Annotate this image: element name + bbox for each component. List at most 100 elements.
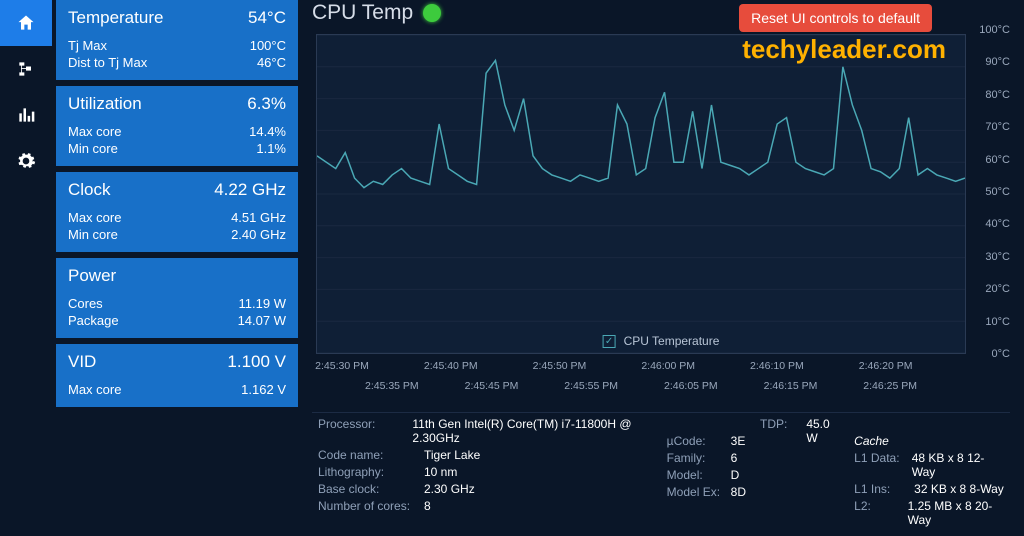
nav-chart[interactable]	[0, 92, 52, 138]
info-label: Model Ex:	[667, 485, 731, 499]
info-label: Family:	[667, 451, 731, 465]
card-title: Utilization	[68, 94, 142, 114]
info-label: L1 Data:	[854, 451, 912, 479]
info-value: 8	[424, 499, 431, 513]
info-label: Processor:	[318, 417, 412, 445]
reset-tooltip: Reset UI controls to default	[739, 4, 932, 32]
info-value: 6	[731, 451, 738, 465]
row-value: 14.4%	[249, 124, 286, 139]
info-row: Processor:11th Gen Intel(R) Core(TM) i7-…	[318, 417, 653, 445]
info-value: 48 KB x 8 12-Way	[912, 451, 1004, 479]
row-value: 1.1%	[256, 141, 286, 156]
y-tick-label: 20°C	[985, 283, 1010, 295]
row-label: Tj Max	[68, 38, 107, 53]
x-tick-label: 2:46:00 PM	[641, 360, 695, 372]
x-tick-label: 2:45:55 PM	[564, 380, 618, 392]
x-tick-label: 2:45:50 PM	[533, 360, 587, 372]
x-tick-label: 2:45:45 PM	[465, 380, 519, 392]
info-label: Number of cores:	[318, 499, 424, 513]
y-tick-label: 0°C	[992, 348, 1010, 360]
info-label: Base clock:	[318, 482, 424, 496]
gear-icon	[16, 151, 36, 171]
cache-header: Cache	[854, 434, 889, 448]
card-title: Temperature	[68, 8, 163, 28]
info-row: Model Ex:8D	[667, 485, 746, 499]
row-value: 11.19 W	[239, 296, 286, 311]
status-dot-icon	[423, 4, 441, 22]
info-value: 1.25 MB x 8 20-Way	[908, 499, 1004, 527]
nav-home[interactable]	[0, 0, 52, 46]
y-tick-label: 90°C	[985, 56, 1010, 68]
row-value: 46°C	[257, 55, 286, 70]
y-tick-label: 10°C	[985, 316, 1010, 328]
info-row: Number of cores:8	[318, 499, 653, 513]
info-row: Code name:Tiger Lake	[318, 448, 653, 462]
card-vid[interactable]: VID 1.100 V Max core1.162 V	[56, 344, 298, 407]
info-row: Model:D	[667, 468, 746, 482]
y-tick-label: 80°C	[985, 89, 1010, 101]
card-value: 4.22 GHz	[214, 180, 286, 200]
info-row: L2:1.25 MB x 8 20-Way	[854, 499, 1004, 527]
card-temperature[interactable]: Temperature 54°C Tj Max100°C Dist to Tj …	[56, 0, 298, 80]
card-power[interactable]: Power Cores 11.19 W Package 14.07 W	[56, 258, 298, 338]
info-label: TDP:	[760, 417, 806, 445]
info-label: µCode:	[667, 434, 731, 448]
info-label: Lithography:	[318, 465, 424, 479]
info-label: L2:	[854, 499, 907, 527]
x-tick-label: 2:46:15 PM	[764, 380, 818, 392]
row-label: Max core	[68, 382, 121, 397]
card-title: VID	[68, 352, 96, 372]
info-value: 8D	[731, 485, 746, 499]
row-label: Cores	[68, 296, 103, 311]
cpu-info-table: Processor:11th Gen Intel(R) Core(TM) i7-…	[312, 412, 1010, 527]
info-value: 45.0 W	[806, 417, 840, 445]
y-tick-label: 100°C	[979, 24, 1010, 36]
legend-checkbox[interactable]: ✓	[603, 335, 616, 348]
info-value: 32 KB x 8 8-Way	[914, 482, 1004, 496]
info-value: D	[731, 468, 740, 482]
row-value: 4.51 GHz	[231, 210, 286, 225]
y-tick-label: 50°C	[985, 186, 1010, 198]
info-value: 11th Gen Intel(R) Core(TM) i7-11800H @ 2…	[412, 417, 652, 445]
card-utilization[interactable]: Utilization 6.3% Max core14.4% Min core1…	[56, 86, 298, 166]
info-row: Base clock:2.30 GHz	[318, 482, 653, 496]
card-title: Power	[68, 266, 116, 286]
info-row: L1 Ins:32 KB x 8 8-Way	[854, 482, 1004, 496]
info-row: Family:6	[667, 451, 746, 465]
row-label: Max core	[68, 124, 121, 139]
chart-plot-area[interactable]	[316, 34, 966, 354]
info-value: Tiger Lake	[424, 448, 480, 462]
x-tick-label: 2:46:25 PM	[863, 380, 917, 392]
row-value: 1.162 V	[241, 382, 286, 397]
info-label: Model:	[667, 468, 731, 482]
y-tick-label: 70°C	[985, 121, 1010, 133]
x-tick-label: 2:46:10 PM	[750, 360, 804, 372]
chart-legend[interactable]: ✓ CPU Temperature	[603, 334, 720, 348]
nav-tree[interactable]	[0, 46, 52, 92]
icon-sidebar	[0, 0, 52, 536]
row-value: 100°C	[250, 38, 286, 53]
x-tick-label: 2:45:35 PM	[365, 380, 419, 392]
info-row: L1 Data:48 KB x 8 12-Way	[854, 451, 1004, 479]
row-value: 14.07 W	[238, 313, 286, 328]
info-row: TDP:45.0 W	[760, 417, 840, 445]
tree-icon	[16, 59, 36, 79]
page-title: CPU Temp	[312, 1, 413, 25]
y-tick-label: 40°C	[985, 218, 1010, 230]
x-tick-label: 2:45:30 PM	[315, 360, 369, 372]
legend-label: CPU Temperature	[624, 334, 720, 348]
x-tick-label: 2:46:20 PM	[859, 360, 913, 372]
row-label: Package	[68, 313, 119, 328]
y-tick-label: 60°C	[985, 154, 1010, 166]
row-label: Max core	[68, 210, 121, 225]
card-clock[interactable]: Clock 4.22 GHz Max core4.51 GHz Min core…	[56, 172, 298, 252]
card-value: 54°C	[248, 8, 286, 28]
nav-settings[interactable]	[0, 138, 52, 184]
card-value: 6.3%	[247, 94, 286, 114]
temperature-chart: 0°C10°C20°C30°C40°C50°C60°C70°C80°C90°C1…	[312, 30, 1010, 410]
x-tick-label: 2:46:05 PM	[664, 380, 718, 392]
x-tick-label: 2:45:40 PM	[424, 360, 478, 372]
main-panel: CPU Temp Reset UI controls to default te…	[304, 0, 1024, 536]
chart-y-axis: 0°C10°C20°C30°C40°C50°C60°C70°C80°C90°C1…	[970, 30, 1010, 354]
row-value: 2.40 GHz	[231, 227, 286, 242]
